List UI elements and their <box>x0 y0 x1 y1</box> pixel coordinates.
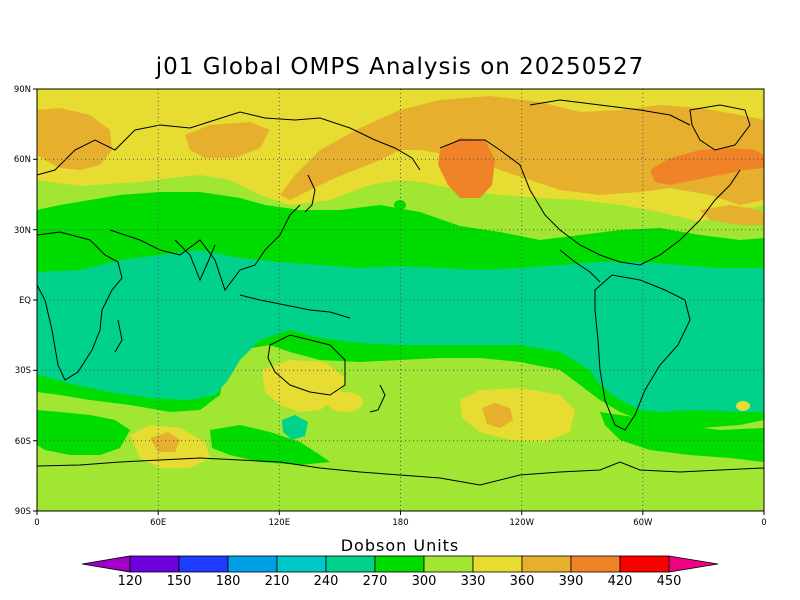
colorbar-box-5 <box>325 555 376 573</box>
colorbar-label-270: 270 <box>363 574 388 589</box>
colorbar-label-240: 240 <box>314 574 339 589</box>
central-america <box>559 249 601 283</box>
colorbar-title: Dobson Units <box>340 536 460 555</box>
band-270-300-south-indian <box>210 425 330 465</box>
asia-south-coast <box>109 204 301 292</box>
colorbar-low-arrow <box>81 555 131 573</box>
band-270-300-southeast <box>600 412 764 462</box>
lon-label-180: 180 <box>392 518 408 528</box>
africa-coast <box>37 231 123 381</box>
coastlines <box>37 99 764 486</box>
band-330-360-spot <box>736 401 750 411</box>
colorbar-label-300: 300 <box>412 574 437 589</box>
canada-arctic <box>529 99 691 126</box>
band-390-420-bering <box>438 138 495 198</box>
colorbar-label-210: 210 <box>265 574 290 589</box>
lat-label-60n: 60N <box>14 155 31 165</box>
lat-label-30n: 30N <box>14 226 31 236</box>
tick-marks <box>33 88 765 515</box>
alaska <box>439 139 501 151</box>
band-330-360-south-pacific <box>460 388 575 442</box>
antarctica-coast <box>37 457 764 486</box>
band-360-390-indian <box>150 432 180 452</box>
colorbar-box-8 <box>472 555 523 573</box>
band-360-390-atlantic <box>700 205 764 225</box>
colorbar-box-4 <box>276 555 327 573</box>
colorbar-box-2 <box>178 555 229 573</box>
map-title: j01 Global OMPS Analysis on 20250527 <box>155 54 645 80</box>
eurasia-coast <box>37 111 421 176</box>
japan <box>304 174 316 213</box>
greenland <box>689 104 751 151</box>
colorbar-high-arrow <box>668 555 719 573</box>
colorbar-box-3 <box>227 555 278 573</box>
colorbar-label-360: 360 <box>510 574 535 589</box>
lon-label-60e: 60E <box>150 518 166 528</box>
south-america-coast <box>594 274 691 431</box>
band-360-390-europe <box>37 108 112 170</box>
australia-coast <box>267 334 346 396</box>
colorbar-label-330: 330 <box>461 574 486 589</box>
lat-label-60s: 60S <box>15 437 31 447</box>
lat-label-eq: EQ <box>19 296 31 306</box>
lon-label-0-left: 0 <box>34 518 39 528</box>
india-coast <box>174 239 216 282</box>
colorbar-label-420: 420 <box>608 574 633 589</box>
colorbar-label-180: 180 <box>216 574 241 589</box>
band-360-390-south-pacific <box>482 403 513 428</box>
lon-label-120e: 120E <box>268 518 290 528</box>
colorbar-label-120: 120 <box>118 574 143 589</box>
band-240-270 <box>37 250 764 412</box>
band-330-360-spot-2 <box>327 392 363 412</box>
ozone-field <box>37 89 764 511</box>
lon-label-0-right: 0 <box>761 518 766 528</box>
band-240-270-tasman <box>282 415 308 440</box>
colorbar-box-10 <box>570 555 621 573</box>
colorbar-box-11 <box>619 555 670 573</box>
colorbar-label-150: 150 <box>167 574 192 589</box>
band-270-300-southwest <box>37 410 130 455</box>
band-390-420-canada <box>650 148 764 185</box>
lon-label-60w: 60W <box>633 518 653 528</box>
colorbar-box-9 <box>521 555 572 573</box>
colorbar-label-390: 390 <box>559 574 584 589</box>
colorbar-label-450: 450 <box>657 574 682 589</box>
lat-label-30s: 30S <box>15 366 31 376</box>
lat-label-90n: 90N <box>14 85 31 95</box>
madagascar <box>114 319 123 353</box>
colorbar: 120 150 180 210 240 270 300 330 360 390 … <box>81 555 719 589</box>
colorbar-box-7 <box>423 555 474 573</box>
band-330-360-australia <box>262 360 345 412</box>
band-360-390-siberia <box>185 122 270 158</box>
indonesia <box>239 294 351 319</box>
colorbar-box-1 <box>129 555 180 573</box>
north-america-coast <box>499 149 741 266</box>
colorbar-box-6 <box>374 555 425 573</box>
lon-label-120w: 120W <box>509 518 534 528</box>
new-zealand <box>369 384 386 413</box>
lat-label-90s: 90S <box>15 507 31 517</box>
